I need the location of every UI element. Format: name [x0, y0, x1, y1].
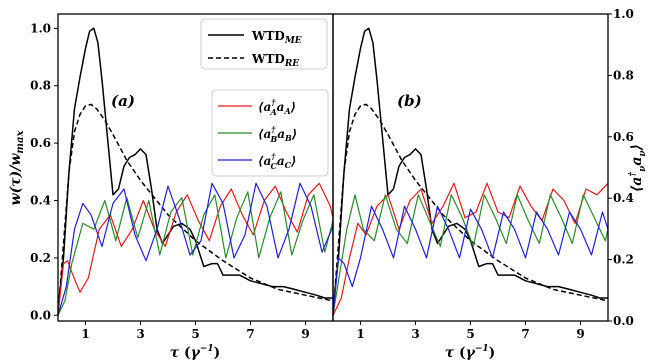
series-line-b-2: [332, 182, 609, 316]
y-axis-label-left: w(τ)/wmax: [8, 130, 26, 206]
y-left-tick-label: 0.8: [30, 79, 51, 93]
x-axis-label-a: τ (γ−1): [170, 344, 221, 361]
series-line-b-3: [332, 194, 609, 316]
series-line-b-0: [332, 27, 608, 310]
y-left-tick-label: 0.4: [30, 193, 51, 207]
x-tick-label: 1: [356, 327, 364, 341]
svg-text:τ (γ−1): τ (γ−1): [170, 344, 221, 361]
panel-label-a: (a): [111, 92, 135, 110]
series-line-a-3: [57, 191, 334, 316]
y-left-tick-label: 1.0: [30, 21, 51, 35]
x-tick-label: 3: [136, 327, 144, 341]
svg-text:w(τ)/wmax: w(τ)/wmax: [8, 130, 26, 206]
y-right-tick-label: 0.4: [613, 191, 634, 205]
plot-layer: [57, 27, 609, 316]
series-line-a-1: [57, 103, 334, 316]
tick-layer: 1 3 5 7 9 1 3 5 7 9 0.0 0.2 0.4 0.6 0.8 1.0 0.0 0.2 0.4 0.6…: [30, 7, 634, 341]
y-right-tick-label: 0.8: [613, 68, 634, 82]
y-left-tick-label: 0.2: [30, 251, 51, 265]
series-line-a-2: [57, 182, 334, 316]
panel-label-b: (b): [397, 92, 422, 110]
y-right-tick-label: 0.2: [613, 253, 634, 267]
x-tick-label: 9: [576, 327, 584, 341]
svg-text:τ (γ−1): τ (γ−1): [445, 344, 496, 361]
y-axis-label-right: ⟨a†νaν⟩: [628, 144, 648, 192]
y-left-tick-label: 0.6: [30, 136, 51, 150]
x-tick-label: 3: [411, 327, 419, 341]
y-right-tick-label: 0.6: [613, 130, 634, 144]
panel-b-series: [332, 27, 609, 316]
series-line-b-4: [332, 205, 609, 316]
x-tick-label: 7: [246, 327, 254, 341]
x-tick-label: 5: [191, 327, 199, 341]
x-tick-label: 5: [466, 327, 474, 341]
series-line-a-4: [57, 182, 334, 316]
y-right-tick-label: 0.0: [613, 314, 634, 328]
x-tick-label: 9: [301, 327, 309, 341]
legend-occupation: ⟨a† AaA⟩ ⟨a† BaB⟩ ⟨a† CaC⟩: [211, 89, 329, 177]
legend-wtd: WTDME WTDRE: [200, 18, 328, 70]
y-left-tick-label: 0.0: [30, 308, 51, 322]
y-right-tick-label: 1.0: [613, 7, 634, 21]
panel-a-series: [57, 27, 334, 316]
x-tick-label: 1: [81, 327, 89, 341]
svg-text:⟨a†νaν⟩: ⟨a†νaν⟩: [628, 144, 648, 192]
x-tick-label: 7: [521, 327, 529, 341]
series-line-b-1: [332, 103, 609, 316]
x-axis-label-b: τ (γ−1): [445, 344, 496, 361]
